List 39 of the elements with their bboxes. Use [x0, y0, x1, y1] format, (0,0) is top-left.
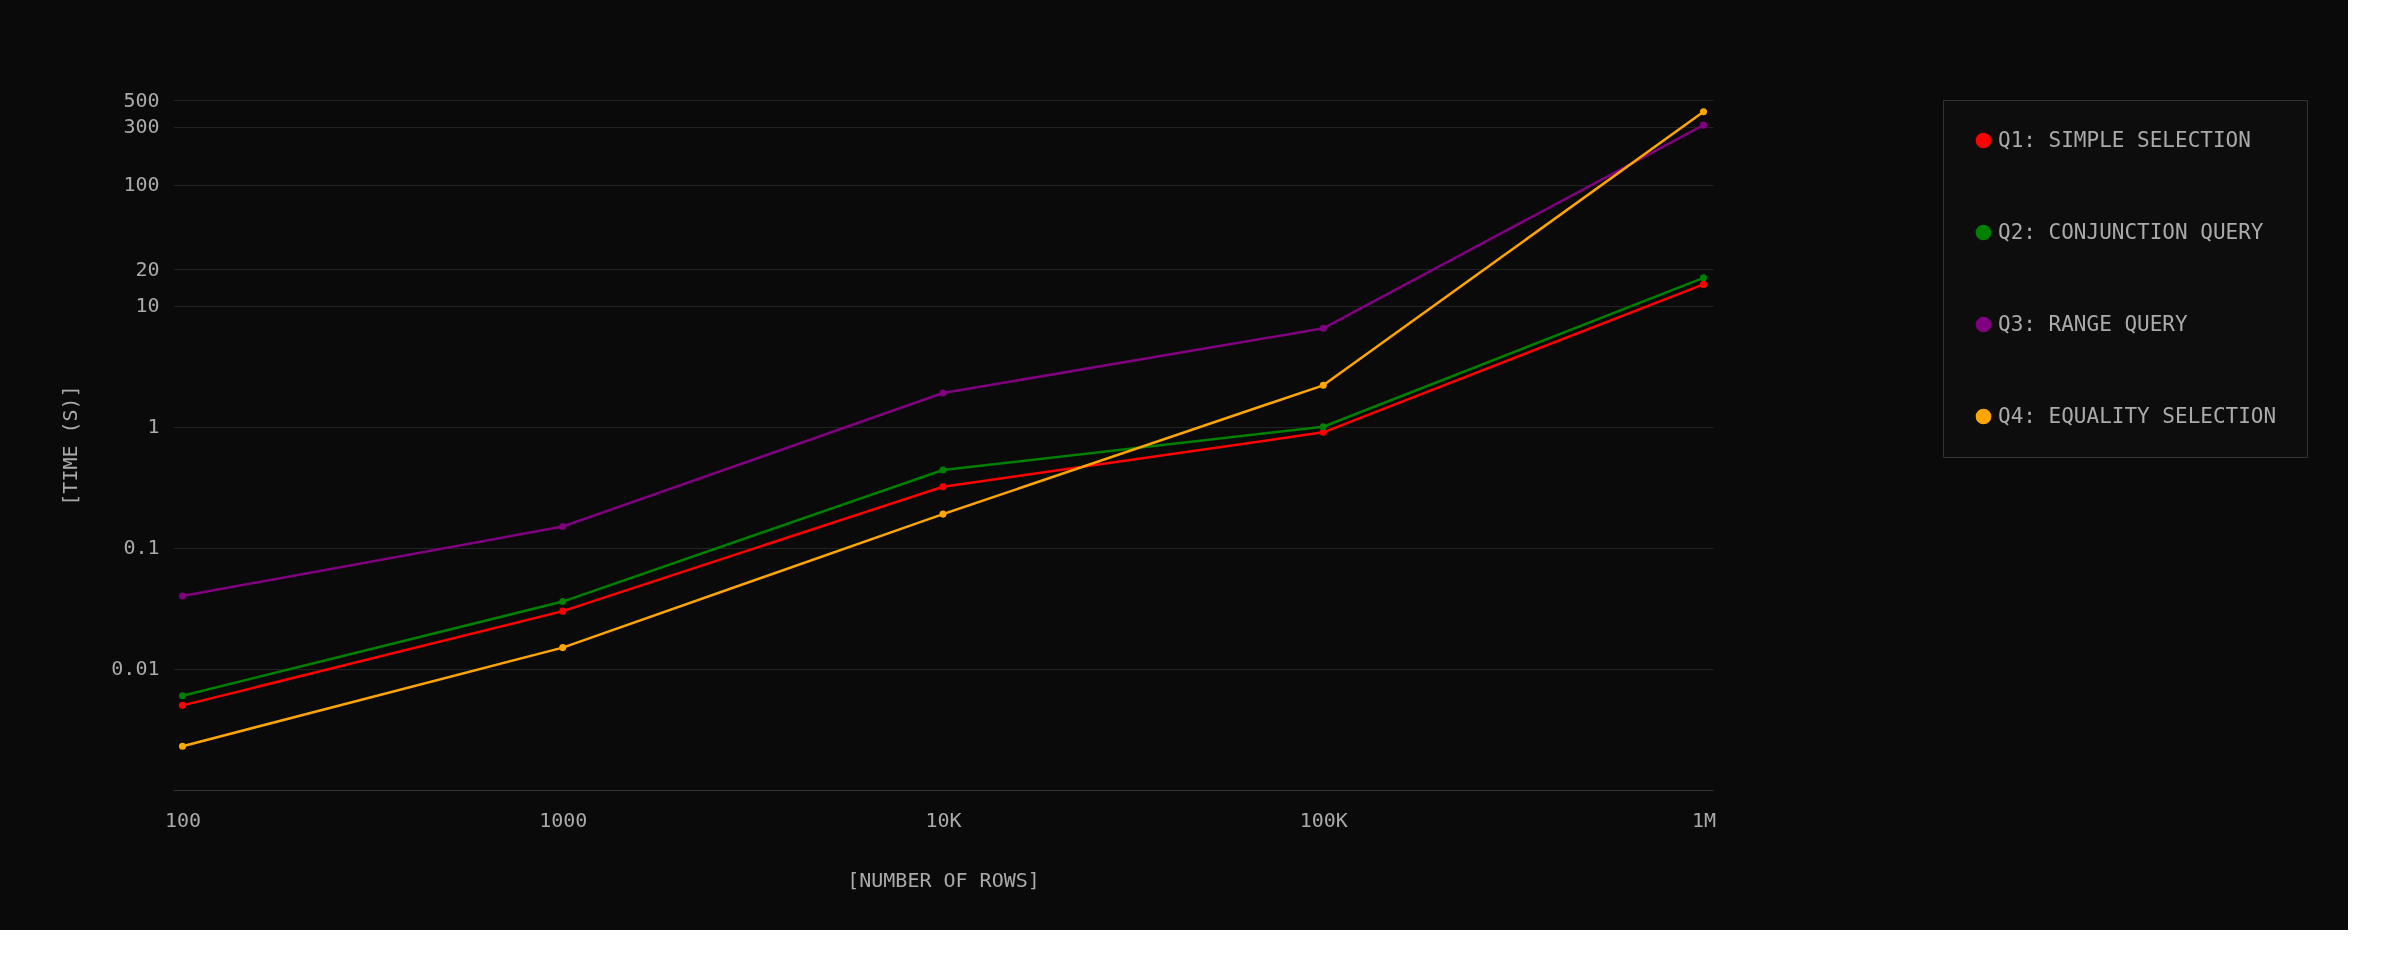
- x-tick-label: 1000: [539, 807, 588, 832]
- point: [939, 510, 947, 518]
- point: [1699, 274, 1708, 282]
- legend-label: Q4: EQUALITY SELECTION: [1998, 403, 2277, 428]
- point: [178, 692, 187, 700]
- x-tick-label: 1M: [1691, 807, 1717, 832]
- y-tick-label: 20: [135, 256, 160, 281]
- legend-label: Q1: SIMPLE SELECTION: [1998, 127, 2251, 152]
- point: [178, 742, 187, 750]
- y-tick-label: 0.1: [123, 535, 160, 560]
- legend-label: Q3: RANGE QUERY: [1998, 311, 2188, 336]
- point: [1319, 324, 1327, 332]
- point: [939, 389, 947, 397]
- point: [559, 598, 567, 606]
- point: [1699, 108, 1708, 116]
- y-tick-label: 100: [123, 172, 160, 197]
- x-tick-label: 100: [164, 807, 202, 832]
- y-axis-title: [TIME (S)]: [58, 385, 83, 506]
- point: [559, 607, 567, 615]
- x-tick-label: 10K: [925, 807, 962, 832]
- point: [939, 466, 947, 474]
- point: [559, 523, 567, 531]
- point: [178, 592, 187, 600]
- point: [1319, 428, 1327, 436]
- point: [1699, 280, 1708, 288]
- point: [1319, 381, 1327, 389]
- y-tick-label: 1: [147, 414, 160, 439]
- point: [178, 701, 187, 709]
- legend-label: Q2: CONJUNCTION QUERY: [1998, 219, 2264, 244]
- y-tick-label: 10: [135, 293, 160, 318]
- point: [1699, 121, 1708, 129]
- y-tick-label: 0.01: [111, 656, 160, 681]
- x-tick-label: 100K: [1299, 807, 1348, 832]
- point: [1319, 423, 1327, 431]
- point: [559, 644, 567, 652]
- point: [939, 483, 947, 491]
- y-tick-label: 500: [123, 87, 160, 112]
- y-tick-label: 300: [123, 114, 160, 139]
- x-axis-title: [NUMBER OF ROWS]: [847, 867, 1040, 892]
